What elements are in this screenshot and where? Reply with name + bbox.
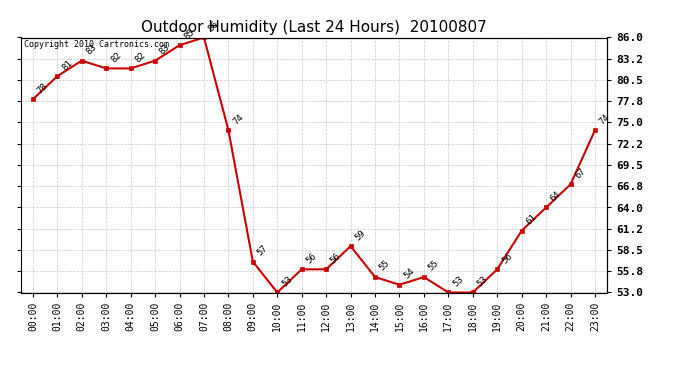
Text: 55: 55 — [378, 259, 392, 273]
Text: 74: 74 — [598, 112, 612, 126]
Text: 83: 83 — [158, 42, 172, 57]
Text: 61: 61 — [524, 213, 538, 226]
Text: 53: 53 — [280, 274, 294, 288]
Text: 56: 56 — [304, 251, 319, 265]
Text: 56: 56 — [500, 251, 514, 265]
Title: Outdoor Humidity (Last 24 Hours)  20100807: Outdoor Humidity (Last 24 Hours) 2010080… — [141, 20, 487, 35]
Text: Copyright 2010 Cartronics.com: Copyright 2010 Cartronics.com — [23, 40, 168, 49]
Text: 57: 57 — [255, 243, 270, 257]
Text: 82: 82 — [133, 50, 148, 64]
Text: 53: 53 — [451, 274, 465, 288]
Text: 56: 56 — [329, 251, 343, 265]
Text: 85: 85 — [182, 27, 196, 41]
Text: 83: 83 — [85, 42, 99, 57]
Text: 81: 81 — [60, 58, 74, 72]
Text: 55: 55 — [426, 259, 441, 273]
Text: 64: 64 — [549, 189, 563, 203]
Text: 86: 86 — [207, 20, 221, 33]
Text: 82: 82 — [109, 50, 123, 64]
Text: 67: 67 — [573, 166, 587, 180]
Text: 78: 78 — [36, 81, 50, 95]
Text: 53: 53 — [475, 274, 489, 288]
Text: 59: 59 — [353, 228, 367, 242]
Text: 54: 54 — [402, 267, 416, 280]
Text: 74: 74 — [231, 112, 245, 126]
